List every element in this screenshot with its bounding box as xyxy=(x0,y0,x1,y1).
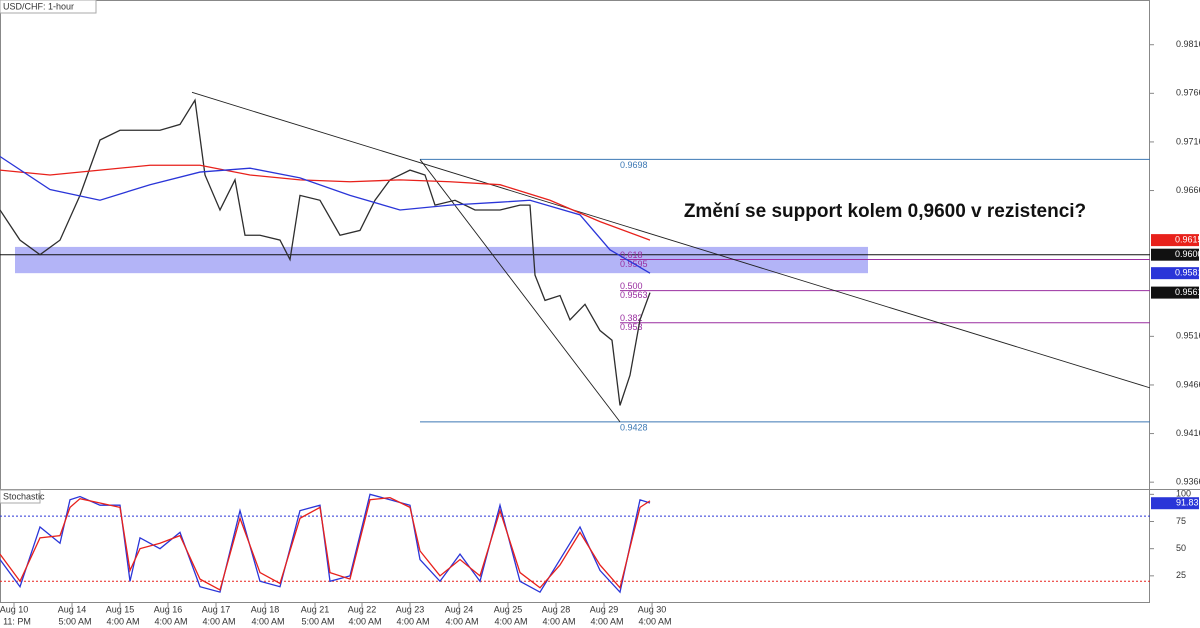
price-badge xyxy=(1151,286,1199,299)
fib-ratio: 0.382 xyxy=(620,313,643,323)
x-tick-time: 5:00 AM xyxy=(58,616,91,626)
x-tick-label: Aug 15 xyxy=(106,604,135,614)
x-tick-time: 4:00 AM xyxy=(348,616,381,626)
price-badge xyxy=(1151,267,1199,280)
fib-ratio: 0.500 xyxy=(620,281,643,291)
x-tick-time: 4:00 AM xyxy=(638,616,671,626)
fib-price: 0.953 xyxy=(620,322,643,332)
y-tick-label: 25 xyxy=(1176,570,1186,580)
price-badge-label: 0.9615 xyxy=(1175,234,1200,244)
y-tick-label: 0.9666 xyxy=(1176,185,1200,195)
pane-title: Stochastic xyxy=(3,491,45,501)
y-tick-label: 50 xyxy=(1176,543,1186,553)
x-tick-time: 4:00 AM xyxy=(202,616,235,626)
chart-title: USD/CHF: 1-hour xyxy=(3,1,74,11)
y-tick-label: 0.9766 xyxy=(1176,88,1200,98)
price-line xyxy=(0,493,651,594)
x-tick-time: 4:00 AM xyxy=(106,616,139,626)
trendline xyxy=(191,91,1151,389)
x-tick-label: Aug 21 xyxy=(301,604,330,614)
y-tick-label: 0.9716 xyxy=(1176,136,1200,146)
pane-title-box xyxy=(0,489,41,504)
x-tick-time: 4:00 AM xyxy=(542,616,575,626)
x-tick-label: Aug 30 xyxy=(638,604,667,614)
x-tick-label: Aug 14 xyxy=(58,604,87,614)
x-tick-label: Aug 24 xyxy=(445,604,474,614)
x-tick-time: 5:00 AM xyxy=(301,616,334,626)
y-tick-label: 0.9366 xyxy=(1176,477,1200,487)
price-line xyxy=(0,98,651,406)
annotation: Změní se support kolem 0,9600 v rezisten… xyxy=(684,201,1086,222)
indicator-line xyxy=(0,155,651,274)
price-badge xyxy=(1151,248,1199,261)
x-tick-label: Aug 29 xyxy=(590,604,619,614)
plot-frame xyxy=(0,0,1150,603)
price-badge xyxy=(1151,234,1199,247)
x-tick-label: Aug 18 xyxy=(251,604,280,614)
stoch-badge xyxy=(1151,497,1199,510)
x-tick-label: Aug 10 xyxy=(0,604,28,614)
x-tick-label: Aug 22 xyxy=(348,604,377,614)
indicator-line xyxy=(0,164,651,241)
x-tick-label: Aug 16 xyxy=(154,604,183,614)
trendline xyxy=(419,159,621,423)
fib-label: 0.9698 xyxy=(620,160,648,170)
x-tick-time: 4:00 AM xyxy=(590,616,623,626)
stoch-badge-label: 91.83 xyxy=(1176,498,1199,508)
y-tick-label: 0.9816 xyxy=(1176,39,1200,49)
x-tick-label: Aug 23 xyxy=(396,604,425,614)
price-badge-label: 0.9600 xyxy=(1175,249,1200,259)
x-tick-time: 4:00 AM xyxy=(445,616,478,626)
y-tick-label: 100 xyxy=(1176,489,1191,499)
y-tick-label: 75 xyxy=(1176,516,1186,526)
y-tick-label: 0.9466 xyxy=(1176,379,1200,389)
fib-label: 0.9428 xyxy=(620,422,648,432)
price-badge-label: 0.9581 xyxy=(1175,268,1200,278)
x-tick-label: Aug 17 xyxy=(202,604,231,614)
x-tick-time: 4:00 AM xyxy=(494,616,527,626)
x-tick-time: 4:00 AM xyxy=(396,616,429,626)
fib-price: 0.9563 xyxy=(620,290,648,300)
title-box xyxy=(0,0,97,14)
y-tick-label: 0.9516 xyxy=(1176,331,1200,341)
indicator-line xyxy=(0,496,651,591)
price-badge-label: 0.9561 xyxy=(1175,287,1200,297)
x-tick-time: 4:00 AM xyxy=(251,616,284,626)
fib-ratio: 0.618 xyxy=(620,250,643,260)
x-tick-time: 11: PM xyxy=(3,616,31,626)
x-tick-time: 4:00 AM xyxy=(154,616,187,626)
y-tick-label: 0.9416 xyxy=(1176,428,1200,438)
x-tick-label: Aug 28 xyxy=(542,604,571,614)
x-tick-label: Aug 25 xyxy=(494,604,523,614)
